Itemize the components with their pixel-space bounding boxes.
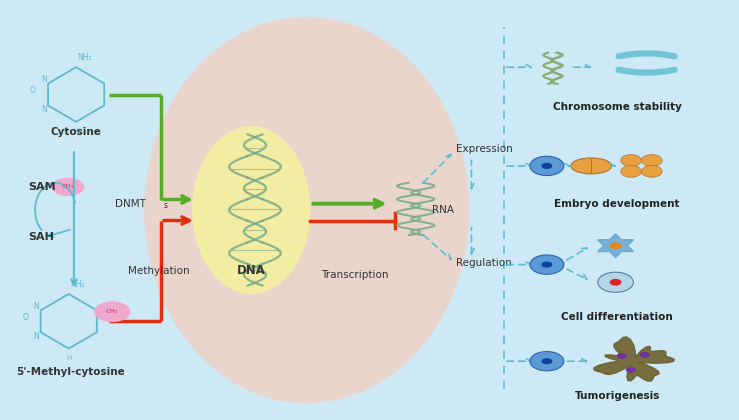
Text: N: N	[41, 75, 47, 84]
Text: DNA: DNA	[236, 265, 266, 277]
Text: RNA: RNA	[432, 205, 454, 215]
Text: CH₃: CH₃	[106, 309, 118, 314]
Text: N: N	[33, 332, 39, 341]
Text: Methylation: Methylation	[128, 266, 190, 276]
Text: NH₂: NH₂	[78, 53, 92, 62]
Circle shape	[52, 178, 84, 196]
Text: Chromosome stability: Chromosome stability	[553, 102, 681, 112]
Circle shape	[626, 367, 636, 373]
Circle shape	[641, 155, 662, 166]
Text: DNMT: DNMT	[115, 199, 146, 209]
Text: N: N	[33, 302, 39, 311]
Text: Cytosine: Cytosine	[51, 127, 101, 137]
Polygon shape	[598, 234, 633, 257]
Ellipse shape	[571, 158, 611, 174]
Polygon shape	[594, 337, 674, 381]
Circle shape	[94, 302, 131, 322]
Circle shape	[542, 163, 552, 169]
Ellipse shape	[192, 126, 310, 294]
Text: CH₃: CH₃	[62, 184, 74, 189]
Text: Transcription: Transcription	[321, 270, 389, 280]
Circle shape	[530, 255, 564, 274]
Circle shape	[610, 242, 621, 249]
Text: SAH: SAH	[28, 232, 54, 242]
Circle shape	[641, 165, 662, 177]
Circle shape	[640, 352, 650, 358]
Text: s: s	[164, 201, 168, 210]
Circle shape	[621, 165, 641, 177]
Circle shape	[610, 279, 621, 286]
Text: Regulation: Regulation	[456, 257, 511, 268]
Text: O: O	[22, 313, 28, 322]
Ellipse shape	[144, 17, 469, 403]
Circle shape	[598, 272, 633, 292]
Text: Embryo development: Embryo development	[554, 199, 680, 209]
Text: Tumorigenesis: Tumorigenesis	[574, 391, 660, 401]
Text: NH₂: NH₂	[70, 280, 84, 289]
Circle shape	[542, 262, 552, 268]
Circle shape	[542, 358, 552, 364]
Text: H: H	[73, 129, 79, 134]
Text: Cell differentiation: Cell differentiation	[561, 312, 673, 322]
Circle shape	[621, 155, 641, 166]
Text: O: O	[30, 86, 35, 95]
Circle shape	[641, 60, 652, 66]
Text: 5'-Methyl-cytosine: 5'-Methyl-cytosine	[16, 367, 125, 377]
Circle shape	[530, 156, 564, 176]
Text: Expression: Expression	[456, 144, 513, 154]
Circle shape	[616, 353, 627, 359]
Circle shape	[530, 352, 564, 371]
Text: H: H	[66, 355, 72, 361]
Text: N: N	[41, 105, 47, 114]
Text: SAM: SAM	[28, 182, 55, 192]
